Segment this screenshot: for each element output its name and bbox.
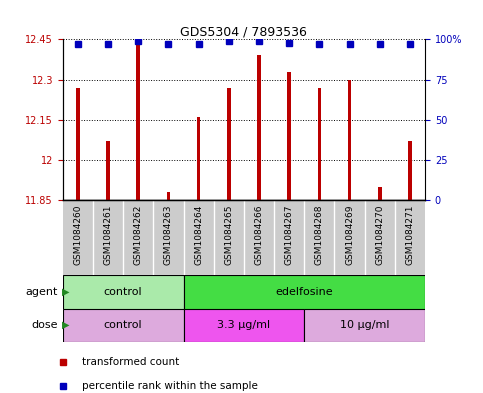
Text: ▶: ▶ <box>62 320 70 330</box>
Text: GSM1084261: GSM1084261 <box>103 204 113 264</box>
Bar <box>184 275 425 309</box>
Text: GSM1084264: GSM1084264 <box>194 204 203 264</box>
Bar <box>408 141 412 200</box>
Bar <box>106 141 110 200</box>
Text: GSM1084263: GSM1084263 <box>164 204 173 264</box>
Bar <box>257 55 261 200</box>
Text: transformed count: transformed count <box>82 357 179 367</box>
Bar <box>76 88 80 200</box>
Bar <box>378 187 382 200</box>
Bar <box>63 309 184 342</box>
Text: GSM1084260: GSM1084260 <box>73 204 83 264</box>
Text: 3.3 μg/ml: 3.3 μg/ml <box>217 320 270 330</box>
Bar <box>348 79 352 200</box>
Text: GSM1084269: GSM1084269 <box>345 204 354 264</box>
Bar <box>318 88 321 200</box>
Text: GSM1084268: GSM1084268 <box>315 204 324 264</box>
Text: control: control <box>104 287 142 297</box>
Bar <box>184 309 304 342</box>
Bar <box>197 117 200 200</box>
Text: GSM1084271: GSM1084271 <box>405 204 414 264</box>
Text: GSM1084270: GSM1084270 <box>375 204 384 264</box>
Bar <box>63 275 184 309</box>
Text: GSM1084266: GSM1084266 <box>255 204 264 264</box>
Text: dose: dose <box>31 320 58 330</box>
Bar <box>227 88 231 200</box>
Bar <box>304 309 425 342</box>
Text: agent: agent <box>26 287 58 297</box>
Bar <box>287 72 291 200</box>
Text: GSM1084265: GSM1084265 <box>224 204 233 264</box>
Text: GSM1084262: GSM1084262 <box>134 204 143 264</box>
Text: 10 μg/ml: 10 μg/ml <box>340 320 389 330</box>
Text: edelfosine: edelfosine <box>275 287 333 297</box>
Text: control: control <box>104 320 142 330</box>
Bar <box>137 42 140 200</box>
Title: GDS5304 / 7893536: GDS5304 / 7893536 <box>181 25 307 38</box>
Bar <box>167 192 170 200</box>
Text: ▶: ▶ <box>62 287 70 297</box>
Text: GSM1084267: GSM1084267 <box>284 204 294 264</box>
Text: percentile rank within the sample: percentile rank within the sample <box>82 381 258 391</box>
